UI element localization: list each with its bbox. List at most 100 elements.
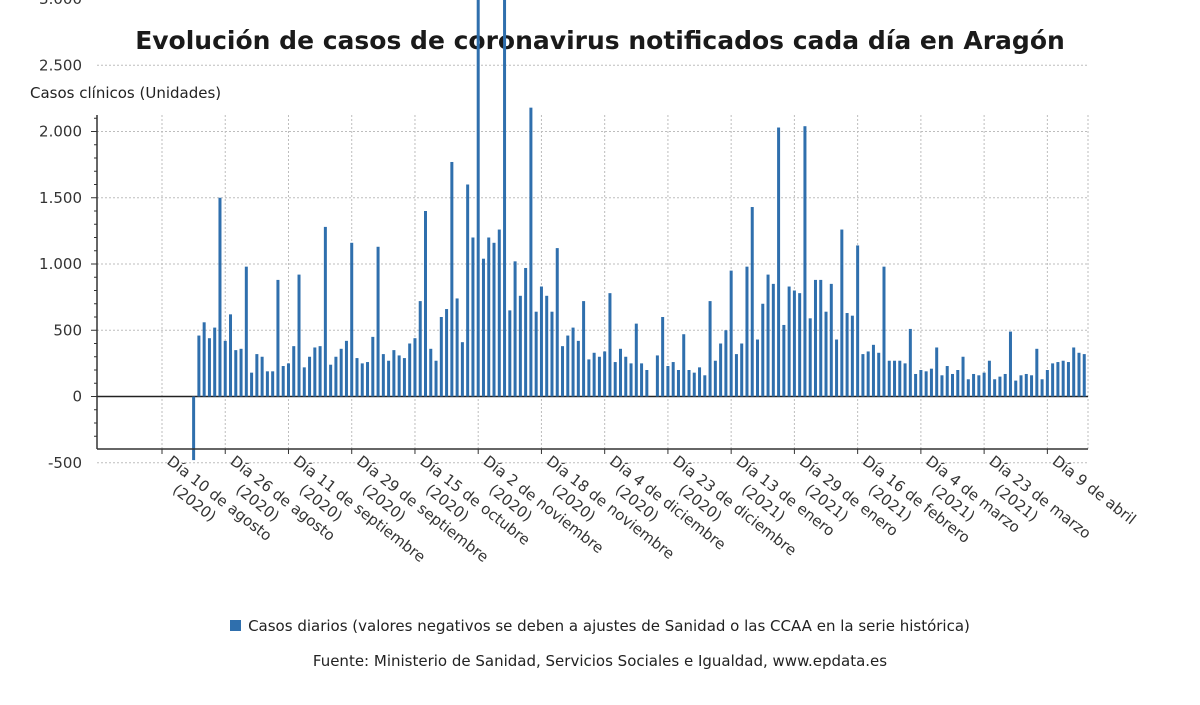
bar[interactable]	[202, 322, 206, 397]
bar[interactable]	[840, 229, 844, 397]
bar[interactable]	[413, 338, 417, 397]
bar[interactable]	[387, 360, 391, 397]
bar[interactable]	[972, 373, 976, 397]
bar[interactable]	[824, 311, 828, 397]
bar[interactable]	[566, 335, 570, 397]
bar[interactable]	[787, 286, 791, 397]
bar[interactable]	[745, 266, 749, 397]
bar[interactable]	[571, 327, 575, 397]
bar[interactable]	[766, 274, 770, 397]
bar[interactable]	[655, 355, 659, 397]
bar[interactable]	[808, 318, 812, 397]
bar[interactable]	[998, 376, 1002, 397]
bar[interactable]	[281, 366, 285, 397]
bar[interactable]	[987, 360, 991, 397]
bar[interactable]	[513, 261, 517, 397]
bar[interactable]	[729, 270, 733, 397]
bar[interactable]	[276, 279, 280, 397]
bar[interactable]	[877, 352, 881, 397]
bar[interactable]	[692, 372, 696, 397]
bar[interactable]	[529, 107, 533, 397]
bar[interactable]	[286, 363, 290, 397]
bar[interactable]	[1003, 373, 1007, 397]
bar[interactable]	[703, 375, 707, 397]
bar[interactable]	[940, 375, 944, 397]
bar[interactable]	[503, 0, 507, 397]
bar[interactable]	[761, 303, 765, 397]
bar[interactable]	[961, 356, 965, 397]
bar[interactable]	[1040, 379, 1044, 397]
bar[interactable]	[1051, 363, 1055, 397]
bar[interactable]	[292, 346, 296, 397]
bar[interactable]	[555, 248, 559, 397]
bar[interactable]	[756, 339, 760, 397]
bar[interactable]	[218, 197, 222, 397]
bar[interactable]	[676, 370, 680, 397]
bar[interactable]	[497, 229, 501, 397]
bar[interactable]	[982, 372, 986, 397]
bar[interactable]	[871, 344, 875, 397]
bar[interactable]	[629, 363, 633, 397]
bar[interactable]	[1024, 373, 1028, 397]
bar[interactable]	[935, 347, 939, 397]
bar[interactable]	[771, 283, 775, 397]
bar[interactable]	[661, 317, 665, 397]
bar[interactable]	[492, 242, 496, 397]
bar[interactable]	[1066, 362, 1070, 397]
bar[interactable]	[197, 335, 201, 397]
bar[interactable]	[508, 310, 512, 397]
bar[interactable]	[618, 348, 622, 397]
bar[interactable]	[929, 368, 933, 397]
bar[interactable]	[297, 274, 301, 397]
bar[interactable]	[713, 360, 717, 397]
bar[interactable]	[882, 266, 886, 397]
bar[interactable]	[671, 362, 675, 397]
bar[interactable]	[366, 362, 370, 397]
bar[interactable]	[460, 342, 464, 397]
bar[interactable]	[466, 184, 470, 397]
bar[interactable]	[777, 127, 781, 397]
bar[interactable]	[471, 237, 475, 397]
bar[interactable]	[418, 301, 422, 397]
bar[interactable]	[229, 314, 233, 397]
bar[interactable]	[1077, 352, 1081, 397]
bar[interactable]	[792, 290, 796, 397]
bar[interactable]	[1061, 360, 1065, 397]
bar[interactable]	[603, 351, 607, 397]
bar[interactable]	[381, 354, 385, 397]
bar[interactable]	[803, 126, 807, 397]
bar[interactable]	[450, 161, 454, 397]
bar[interactable]	[887, 360, 891, 397]
bar[interactable]	[1082, 354, 1086, 397]
bar[interactable]	[376, 246, 380, 397]
bar[interactable]	[329, 364, 333, 397]
bar[interactable]	[608, 293, 612, 397]
bar[interactable]	[234, 350, 238, 397]
bar[interactable]	[334, 356, 338, 397]
bar[interactable]	[429, 348, 433, 397]
bar[interactable]	[893, 360, 897, 397]
bar[interactable]	[1072, 347, 1076, 397]
bar[interactable]	[866, 351, 870, 397]
bar[interactable]	[313, 347, 317, 397]
bar[interactable]	[308, 356, 312, 397]
bar[interactable]	[861, 354, 865, 397]
bar[interactable]	[977, 375, 981, 397]
bar[interactable]	[966, 379, 970, 397]
bar[interactable]	[698, 367, 702, 397]
bar[interactable]	[829, 283, 833, 397]
bar[interactable]	[371, 336, 375, 397]
bar[interactable]	[318, 346, 322, 397]
bar[interactable]	[487, 237, 491, 397]
bar[interactable]	[1030, 375, 1034, 397]
bar[interactable]	[634, 323, 638, 397]
bar[interactable]	[402, 358, 406, 397]
bar[interactable]	[835, 339, 839, 397]
bar[interactable]	[956, 370, 960, 397]
bar[interactable]	[592, 352, 596, 397]
bar[interactable]	[550, 311, 554, 397]
bar[interactable]	[408, 343, 412, 397]
bar[interactable]	[798, 293, 802, 397]
bar[interactable]	[734, 354, 738, 397]
bar[interactable]	[682, 334, 686, 397]
